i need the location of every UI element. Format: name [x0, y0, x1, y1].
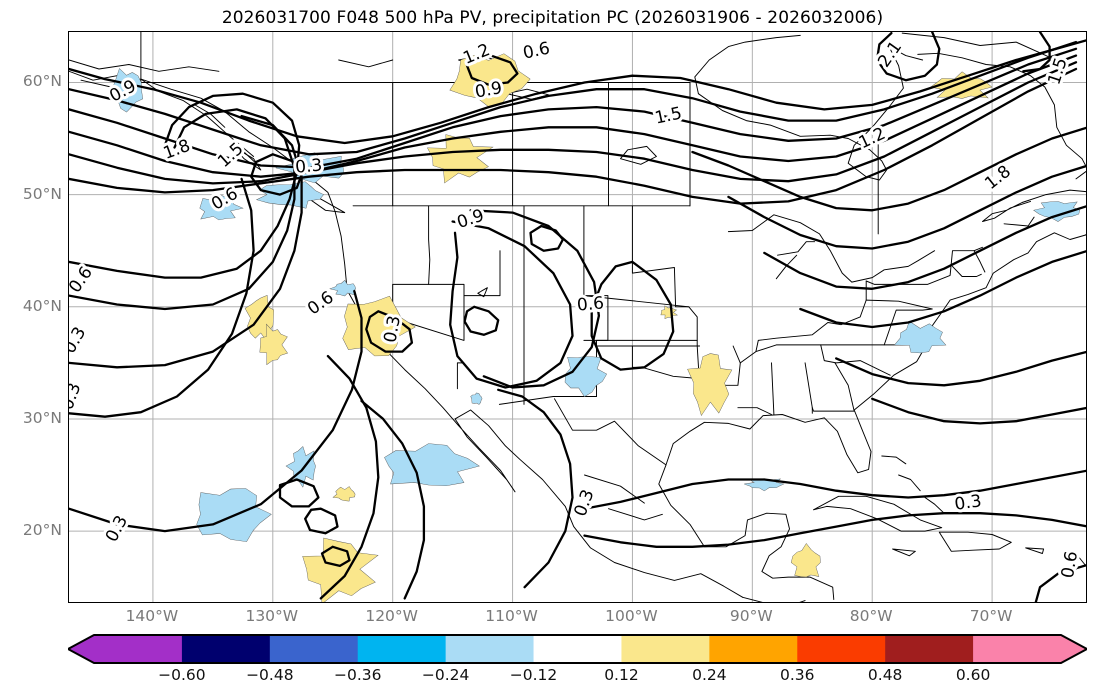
longitude-label: 120°W — [365, 607, 418, 625]
svg-text:0.3: 0.3 — [102, 512, 132, 545]
colorbar[interactable] — [68, 634, 1087, 664]
longitude-label: 70°W — [969, 607, 1013, 625]
svg-text:0.6: 0.6 — [304, 287, 338, 319]
colorbar-tick-label: 0.60 — [955, 666, 991, 684]
colorbar-tick-label: 0.24 — [692, 666, 727, 684]
colorbar-tick-label: 0.48 — [867, 666, 903, 684]
svg-text:0.6: 0.6 — [69, 263, 97, 297]
colorbar-tick-label: 0.12 — [604, 666, 639, 684]
longitude-label: 90°W — [729, 607, 773, 625]
svg-text:0.9: 0.9 — [455, 206, 487, 233]
svg-text:0.3: 0.3 — [570, 487, 598, 519]
latitude-label: 60°N — [22, 72, 62, 91]
colorbar-tick-label: −0.36 — [333, 666, 382, 684]
map-plot-area[interactable]: 0.9 0.9 1.8 1.8 1.5 1.5 0.6 0.6 0.6 0.6 0.3 0.3 0.3 0… — [68, 31, 1087, 603]
latitude-label: 30°N — [22, 408, 62, 427]
svg-text:0.3: 0.3 — [69, 324, 90, 357]
colorbar-tick-label: −0.48 — [246, 666, 294, 684]
longitude-label: 100°W — [605, 607, 658, 625]
map-canvas: 0.90.91.81.8 1.51.50.60.60.60.60.30.30.30… — [69, 32, 1086, 602]
svg-text:0.6: 0.6 — [576, 293, 605, 315]
svg-text:0.3: 0.3 — [69, 380, 85, 412]
chart-title: 2026031700 F048 500 hPa PV, precipitatio… — [221, 8, 884, 28]
longitude-label: 130°W — [245, 607, 299, 625]
svg-text:2.1: 2.1 — [874, 38, 906, 72]
colorbar-tick-label: −0.24 — [421, 666, 470, 684]
svg-text:1.5: 1.5 — [653, 104, 684, 129]
svg-text:1.8: 1.8 — [981, 162, 1015, 194]
svg-text:1.5: 1.5 — [214, 139, 247, 172]
longitude-label: 80°W — [849, 607, 893, 625]
svg-text:0.3: 0.3 — [953, 491, 983, 515]
colorbar-swatches — [68, 634, 1087, 664]
svg-text:0.9: 0.9 — [474, 78, 504, 102]
colorbar-tick-label: 0.36 — [780, 666, 815, 684]
svg-text:0.3: 0.3 — [294, 155, 323, 177]
svg-text:0.6: 0.6 — [1058, 550, 1082, 580]
svg-text:0.3: 0.3 — [381, 314, 405, 344]
longitude-label: 140°W — [125, 607, 179, 625]
latitude-label: 20°N — [22, 521, 62, 540]
colorbar-tick-label: −0.12 — [509, 666, 558, 684]
latitude-label: 40°N — [22, 296, 62, 315]
latitude-label: 50°N — [22, 184, 62, 203]
svg-text:0.3: 0.3 — [294, 155, 323, 177]
longitude-label: 110°W — [485, 607, 538, 625]
svg-text:0.6: 0.6 — [521, 39, 552, 64]
colorbar-tick-label: −0.60 — [158, 666, 206, 684]
